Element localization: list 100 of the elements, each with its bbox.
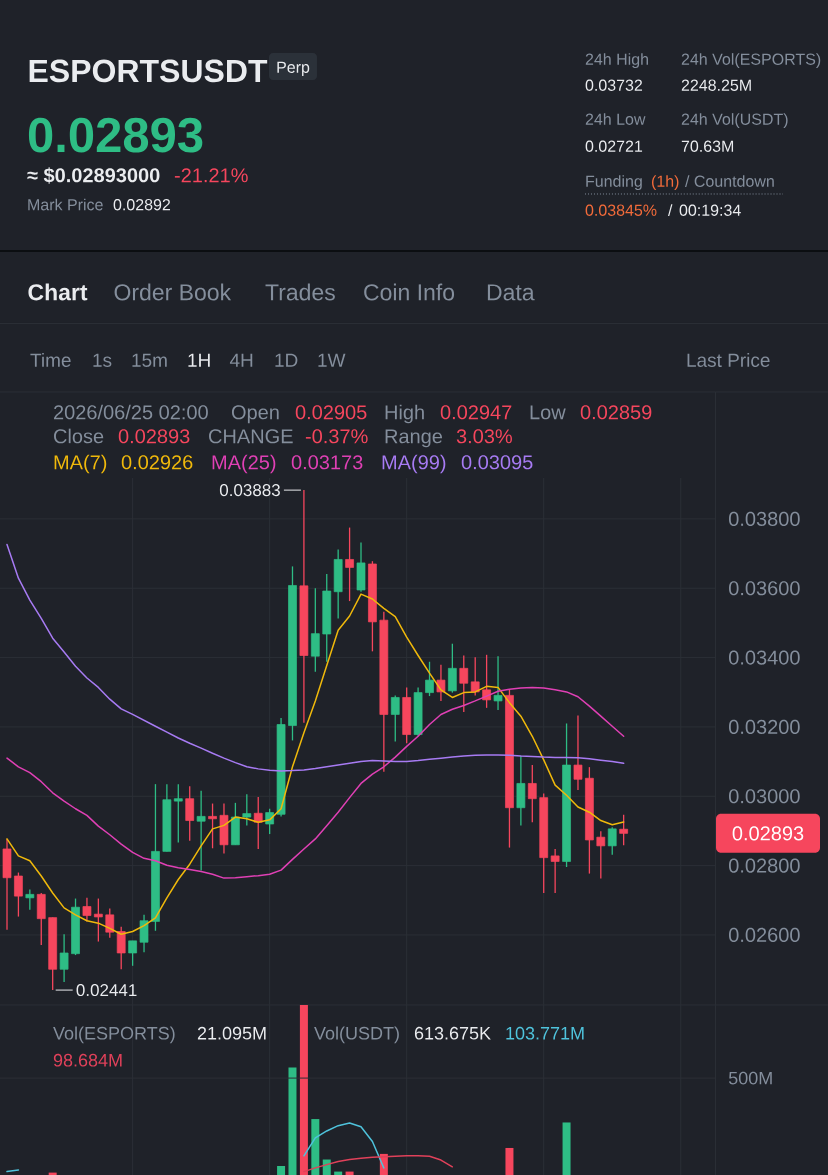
text: Time xyxy=(30,353,71,367)
chart-title: ESPORTSUSDT xyxy=(29,59,268,83)
candlestick xyxy=(196,790,206,872)
text: 0.02905 xyxy=(295,405,367,420)
text: ≈ $0.02893000 xyxy=(27,167,160,184)
text: High xyxy=(385,404,424,424)
text: / xyxy=(668,204,673,216)
candlestick xyxy=(448,643,457,694)
line-series xyxy=(6,686,625,879)
candlestick xyxy=(116,925,126,970)
text: Trades xyxy=(265,283,335,301)
text: Coin Info xyxy=(364,283,455,301)
text: Mark Price xyxy=(28,198,103,211)
y-tick-label: 0.03600 xyxy=(728,581,800,596)
text: Range xyxy=(385,429,443,448)
candlestick xyxy=(139,914,149,953)
candlestick xyxy=(550,848,560,894)
text: 00:19:34 xyxy=(679,204,741,216)
y-tick-label: 0.03800 xyxy=(728,511,800,526)
text: 24h Vol(USDT) xyxy=(681,113,788,129)
candlestick xyxy=(345,526,354,602)
candlestick xyxy=(470,656,480,697)
annotation: 103.771M xyxy=(506,1026,584,1040)
bar xyxy=(277,1165,286,1175)
text: MA(7) xyxy=(54,454,107,474)
y-tick-label: 0.02800 xyxy=(728,858,800,873)
text: 0.02893 xyxy=(118,429,190,444)
text: 0.02926 xyxy=(121,455,193,470)
bar xyxy=(311,1119,320,1175)
text: 0.03845% xyxy=(585,204,657,216)
candlestick xyxy=(607,826,617,856)
candlestick xyxy=(14,871,23,918)
text: (1h) xyxy=(652,175,679,191)
text: 0.02721 xyxy=(585,140,643,152)
text: 24h Vol(ESPORTS) xyxy=(681,53,821,69)
candlestick xyxy=(208,802,217,849)
annotation: 98.684M xyxy=(53,1053,122,1067)
text: 24h Low xyxy=(585,113,646,125)
text: Last Price xyxy=(687,353,770,367)
y-tick-label: 0.02600 xyxy=(728,927,800,943)
text: CHANGE xyxy=(209,429,293,444)
candlestick xyxy=(185,785,195,842)
text: 0.03173 xyxy=(291,455,363,470)
candlestick xyxy=(82,897,92,923)
text: 0.02947 xyxy=(440,405,512,420)
text: 0.03732 xyxy=(585,79,643,91)
text: 0.02893 xyxy=(28,117,203,153)
bar xyxy=(505,1147,514,1175)
candlestick xyxy=(128,940,137,967)
text: 1W xyxy=(318,353,346,367)
candlestick xyxy=(459,654,469,713)
text: 1H xyxy=(188,353,210,367)
text: 15m xyxy=(132,353,167,367)
text: -0.37% xyxy=(305,429,368,444)
bar xyxy=(562,1122,571,1175)
text: 3.03% xyxy=(456,429,512,444)
annotation: 21.095M xyxy=(197,1026,266,1040)
text: Funding xyxy=(586,175,642,191)
annotation: 0.02441 xyxy=(76,984,137,997)
annotation: 613.675K xyxy=(414,1026,491,1040)
text: 2026/06/25 02:00 xyxy=(54,404,208,420)
candlestick xyxy=(242,793,252,827)
candlestick xyxy=(94,897,103,943)
text: 0.03095 xyxy=(461,455,533,470)
text: 0.02893 xyxy=(732,826,804,841)
candlestick xyxy=(173,783,183,844)
y-tick-label: 0.03200 xyxy=(728,719,800,735)
y-tick-label: 0.03000 xyxy=(728,789,800,804)
text: Open xyxy=(231,405,279,424)
candlestick xyxy=(25,888,35,911)
candlestick xyxy=(59,933,69,983)
candlestick xyxy=(105,907,115,939)
candlestick xyxy=(596,830,606,880)
text: 70.63M xyxy=(681,140,734,152)
annotation: Vol(USDT) xyxy=(314,1026,399,1044)
candlestick xyxy=(527,764,537,823)
candlestick xyxy=(310,587,320,673)
ref-line-label: 500M xyxy=(728,1071,772,1085)
text: 0.02892 xyxy=(113,199,171,211)
text: 2248.25M xyxy=(681,79,751,91)
candlestick xyxy=(390,694,400,743)
text: Close xyxy=(54,428,104,444)
text: 0.02859 xyxy=(580,405,652,420)
candlestick xyxy=(493,655,503,711)
annotation: Vol(ESPORTS) xyxy=(53,1026,175,1044)
text: Perp xyxy=(277,61,310,77)
text: MA(99) xyxy=(382,454,446,474)
candlestick xyxy=(619,813,628,846)
text: 1D xyxy=(275,353,298,367)
annotation: 0.03883 xyxy=(219,484,280,497)
y-tick-label: 0.03400 xyxy=(728,650,800,665)
text: -21.21% xyxy=(174,168,248,183)
candlestick xyxy=(425,661,434,697)
text: Data xyxy=(487,284,535,301)
text: 1s xyxy=(93,353,112,367)
text: Order Book xyxy=(114,283,232,301)
text: / Countdown xyxy=(685,175,774,187)
bar xyxy=(299,1004,308,1175)
candlestick xyxy=(573,714,583,791)
text: 24h High xyxy=(585,53,648,69)
